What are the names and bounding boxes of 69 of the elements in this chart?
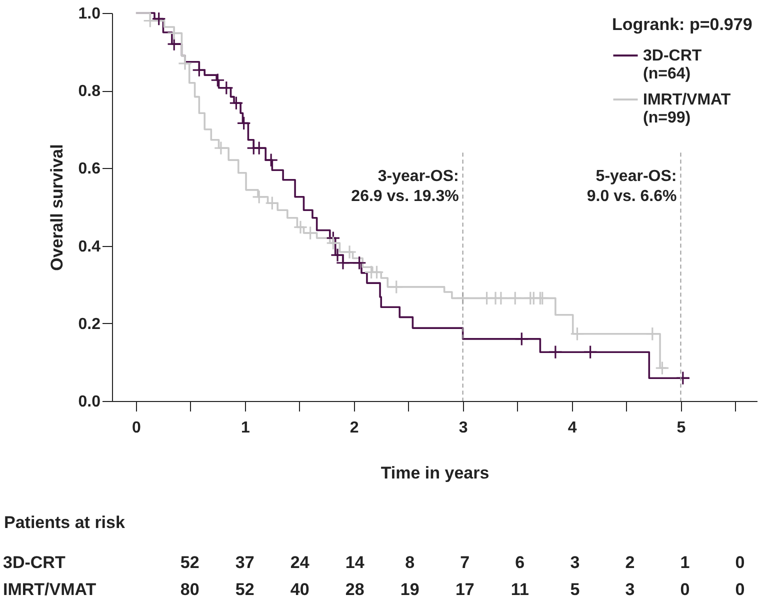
point: [514, 332, 529, 346]
legend-title: Logrank: p=0.979: [612, 15, 752, 34]
data-label: 80: [180, 580, 200, 599]
point: [326, 236, 340, 250]
y-tick-label: 0.0: [78, 394, 101, 410]
data-label: 0: [680, 580, 690, 599]
data-label: 5: [570, 580, 580, 599]
point: [548, 344, 563, 360]
point: [342, 244, 357, 260]
point: [178, 56, 192, 71]
x-tick-label: 5: [676, 420, 686, 436]
point: [583, 344, 598, 360]
y-axis-title: Overall survival: [47, 144, 66, 271]
x-axis-title: Time in years: [380, 464, 490, 482]
point: [352, 256, 366, 270]
point: [389, 280, 404, 294]
data-label: 37: [235, 553, 254, 572]
point: [508, 291, 522, 306]
x-tick-label: 4: [568, 420, 577, 436]
y-tick-label: 1.0: [78, 6, 101, 22]
data-label: 0: [735, 553, 745, 572]
data-label: 6: [515, 553, 525, 572]
data-label: 28: [345, 580, 364, 599]
point: [152, 12, 166, 26]
point: [166, 26, 182, 40]
y-tick-label: 0.8: [78, 83, 101, 100]
data-label: 40: [290, 580, 310, 599]
data-label: 52: [180, 553, 200, 572]
data-label: 14: [345, 553, 365, 572]
point: [655, 360, 670, 376]
x-tick-label: 3: [458, 420, 468, 436]
data-label: 19: [400, 580, 420, 599]
ref-line-label: 3-year-OS: 26.9 vs. 19.3%: [351, 168, 459, 206]
x-tick-label: 2: [350, 420, 359, 436]
data-label: 0: [735, 580, 745, 599]
data-label: 52: [235, 580, 254, 599]
data-label: 3: [625, 580, 635, 599]
data-label: 2: [625, 553, 635, 572]
point: [676, 370, 690, 386]
data-label: 17: [455, 580, 474, 599]
ref-line-label: 5-year-OS: 9.0 vs. 6.6%: [586, 168, 677, 206]
point: [252, 140, 266, 156]
point: [236, 116, 251, 130]
point: [214, 140, 228, 156]
point: [252, 190, 266, 204]
y-tick-label: 3D-CRT: [3, 553, 66, 572]
data-label: 3: [570, 553, 580, 572]
data-label: 1: [680, 553, 690, 572]
point: [645, 326, 660, 341]
point: [166, 36, 182, 52]
point: [265, 196, 280, 210]
x-tick-label: 1: [240, 420, 250, 436]
data-label: 24: [290, 553, 310, 572]
legend-label: 3D-CRT (n=64): [643, 48, 702, 82]
data-label: 8: [405, 553, 415, 572]
data-label: 7: [460, 553, 470, 572]
chart-title: Patients at risk: [4, 513, 126, 532]
y-tick-label: 0.2: [78, 316, 101, 333]
x-tick-label: 0: [132, 420, 142, 436]
y-tick-label: 0.6: [78, 160, 101, 178]
legend-label: IMRT/VMAT (n=99): [643, 92, 731, 126]
point: [456, 291, 470, 306]
point: [570, 326, 584, 341]
point: [264, 152, 278, 168]
data-label: 11: [510, 580, 529, 599]
point: [192, 62, 206, 78]
point: [229, 96, 244, 110]
y-tick-label: 0.4: [78, 238, 101, 256]
y-tick-label: IMRT/VMAT: [3, 580, 97, 599]
